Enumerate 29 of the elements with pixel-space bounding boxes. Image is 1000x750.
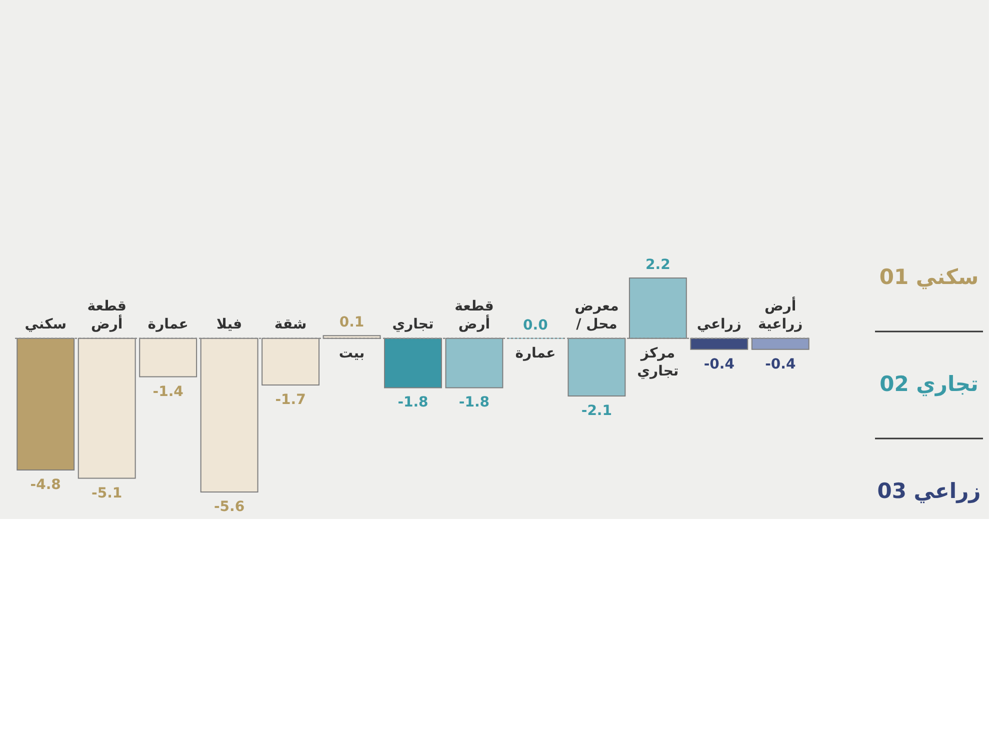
data-label: 0.0 (523, 317, 548, 334)
data-label: -0.4 (704, 356, 735, 372)
x-tick-label: أرض زراعية (758, 296, 803, 332)
data-label: 0.1 (339, 314, 364, 331)
text: زراعي 03 (877, 479, 981, 504)
data-label: -0.4 (765, 356, 796, 372)
data-label: 2.2 (646, 257, 670, 273)
data-label: -1.4 (152, 384, 184, 400)
data-label: -1.8 (398, 394, 428, 411)
x-tick-label: زراعي (696, 316, 742, 332)
x-tick-label: فيلا (216, 316, 242, 332)
data-label: -5.1 (92, 485, 122, 502)
x-tick-label: قطعة أرض (87, 298, 126, 332)
x-tick-label: معرض / محل (574, 298, 619, 332)
data-label: -2.1 (581, 402, 612, 419)
data-label: -4.8 (30, 477, 61, 494)
data-label: -1.7 (275, 392, 306, 408)
text: سكني 01 (879, 265, 979, 290)
x-tick-label: شقة (274, 316, 307, 332)
x-tick-label: بيت (338, 345, 365, 362)
x-tick-label: عمارة (515, 345, 556, 362)
data-label: -1.8 (458, 394, 490, 411)
text: تجاري 02 (880, 372, 978, 397)
x-tick-label: قطعة أرض (454, 298, 494, 332)
data-label: -5.6 (214, 499, 245, 515)
x-tick-label: سكني (24, 316, 67, 332)
x-tick-label: عمارة (148, 316, 188, 332)
x-tick-label: مركز تجاري (637, 345, 679, 380)
x-tick-label: تجاري (392, 316, 434, 332)
